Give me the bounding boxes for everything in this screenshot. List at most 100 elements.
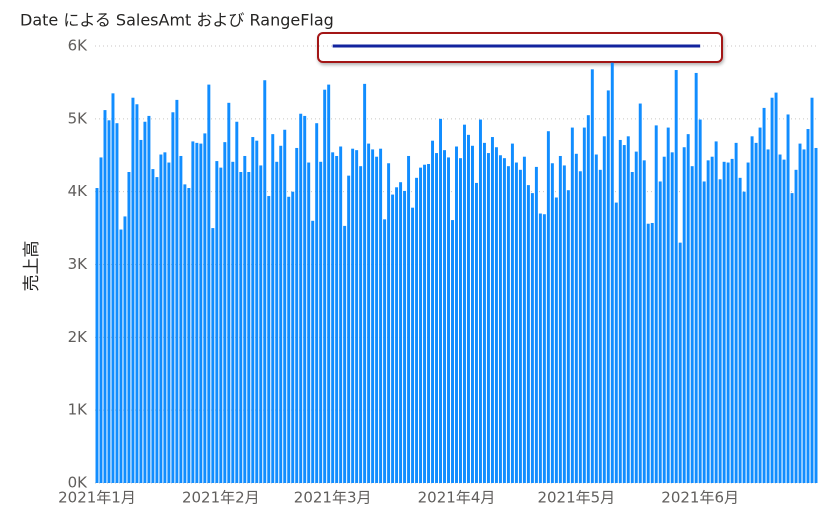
bar — [626, 136, 630, 483]
bar — [474, 182, 478, 483]
bar — [407, 155, 411, 483]
bar — [570, 127, 574, 483]
bar — [686, 134, 690, 483]
bar — [650, 222, 654, 484]
bar — [538, 213, 542, 483]
bar — [359, 166, 363, 484]
bar — [674, 70, 678, 483]
bar — [403, 190, 407, 483]
bar — [423, 164, 427, 484]
bar — [451, 220, 454, 484]
bar — [518, 169, 522, 484]
bar — [99, 157, 103, 483]
bar — [435, 153, 439, 483]
bar — [550, 163, 554, 484]
bar — [790, 193, 794, 483]
bar — [690, 166, 694, 484]
bar — [582, 127, 586, 483]
bar — [311, 220, 315, 484]
bar — [231, 161, 235, 483]
bar — [115, 123, 119, 483]
bar — [562, 165, 566, 484]
bar — [806, 129, 810, 483]
bar — [295, 147, 299, 483]
y-tick-label: 3K — [68, 255, 89, 273]
bar — [606, 90, 610, 483]
bar — [467, 134, 470, 483]
bar — [766, 149, 770, 483]
bar — [379, 148, 383, 483]
bar — [439, 118, 443, 483]
bar — [211, 228, 215, 483]
bar — [395, 187, 399, 483]
bar — [794, 169, 798, 484]
bar — [187, 188, 191, 483]
bar — [618, 139, 622, 483]
bar — [179, 155, 183, 483]
bar — [782, 159, 786, 483]
bar — [734, 142, 738, 483]
bar — [586, 115, 590, 484]
bar — [602, 136, 606, 483]
bar — [510, 143, 514, 483]
bar — [239, 172, 243, 484]
bar — [107, 120, 111, 483]
bar — [694, 72, 698, 483]
x-tick-label: 2021年5月 — [537, 489, 615, 507]
bar — [203, 133, 207, 483]
bar — [223, 142, 227, 483]
bar — [762, 107, 766, 484]
bar — [315, 123, 319, 483]
bar — [798, 143, 802, 483]
bar — [666, 127, 670, 483]
bar — [542, 214, 546, 483]
y-tick-label: 5K — [68, 109, 89, 127]
x-tick-label: 2021年6月 — [661, 489, 739, 507]
bar — [574, 153, 578, 483]
bar — [391, 194, 395, 483]
bar — [774, 92, 778, 483]
bar — [642, 160, 646, 483]
bar — [630, 172, 634, 484]
bar — [303, 115, 307, 484]
bar — [722, 161, 726, 483]
bar — [175, 99, 179, 483]
bar — [710, 156, 714, 483]
y-tick-label: 1K — [68, 401, 89, 419]
bar — [714, 141, 718, 483]
bar — [742, 191, 746, 483]
bar — [506, 166, 510, 484]
bar — [195, 142, 199, 483]
bar — [411, 207, 415, 483]
bar — [530, 193, 534, 483]
bar — [215, 161, 219, 483]
y-axis-title: 売上高 — [22, 241, 42, 292]
bar — [235, 121, 239, 483]
y-tick-label: 4K — [68, 182, 89, 200]
bar — [670, 152, 674, 483]
bar — [167, 162, 171, 484]
bar — [399, 182, 403, 483]
bar — [283, 129, 287, 483]
bar — [810, 97, 814, 483]
bar — [646, 223, 650, 484]
bar — [470, 145, 474, 483]
bar — [367, 143, 371, 483]
bar — [662, 156, 666, 483]
bar — [219, 167, 223, 484]
bar — [658, 181, 662, 483]
bar — [750, 136, 754, 483]
bar — [163, 152, 167, 483]
bar — [259, 165, 263, 484]
bar — [279, 145, 283, 483]
bar — [754, 142, 758, 483]
bar — [171, 112, 175, 484]
bar — [730, 158, 734, 483]
bar — [291, 191, 295, 483]
bar — [103, 110, 107, 484]
bar — [498, 155, 502, 483]
bar — [127, 172, 131, 484]
bar — [415, 177, 419, 483]
bar — [267, 196, 271, 483]
